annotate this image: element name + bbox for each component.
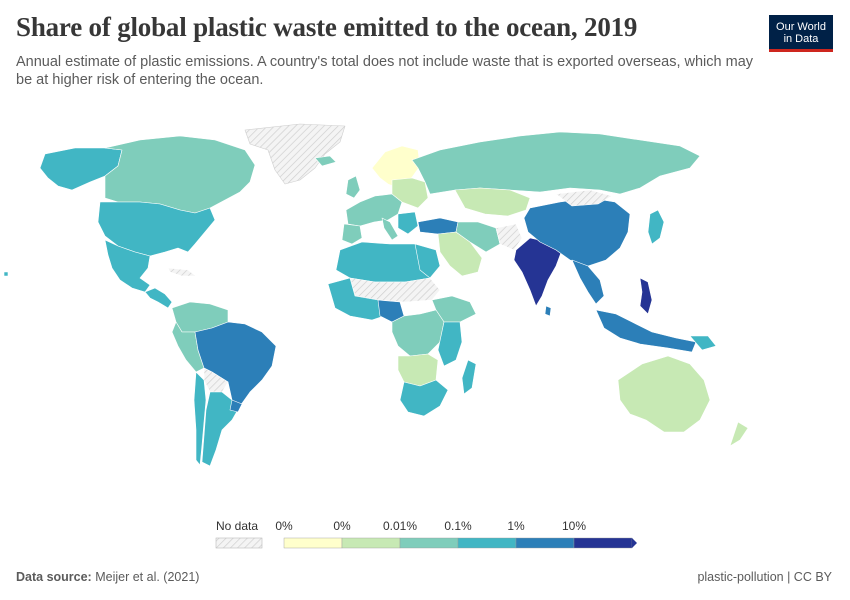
cuba[interactable] [167, 267, 197, 277]
logo-line-2: in Data [783, 33, 819, 45]
japan[interactable] [647, 209, 665, 245]
south-africa[interactable] [399, 379, 449, 417]
legend-tick-label-5: 10% [562, 519, 586, 533]
mongolia[interactable] [555, 189, 613, 207]
italy[interactable] [381, 217, 399, 241]
argentina[interactable] [201, 391, 241, 467]
indonesia[interactable] [595, 309, 697, 353]
sri-lanka[interactable] [544, 305, 552, 317]
footer-source: Data source: Meijer et al. (2021) [16, 570, 199, 584]
papua-new-guinea[interactable] [689, 335, 717, 351]
legend-tick-label-0: 0% [275, 519, 293, 533]
legend-tick-label-1: 0% [333, 519, 351, 533]
peru[interactable] [171, 321, 205, 373]
iceland[interactable] [314, 155, 337, 167]
legend-no-data-label: No data [216, 519, 258, 533]
southeast-asia[interactable] [571, 259, 605, 305]
new-zealand[interactable] [729, 421, 749, 447]
chart-title: Share of global plastic waste emitted to… [16, 12, 638, 42]
footer-slug[interactable]: plastic-pollution | CC BY [697, 570, 832, 584]
legend-bins: 0% 0% 0.01% 0.1% 1% 10% [275, 519, 633, 549]
source-label: Data source: [16, 570, 92, 584]
world-map[interactable] [0, 110, 850, 510]
scandinavia[interactable] [371, 145, 421, 189]
legend-arrow [632, 538, 637, 548]
chile[interactable] [193, 371, 207, 466]
uruguay[interactable] [229, 399, 243, 413]
greenland[interactable] [244, 123, 346, 185]
legend-swatch-3 [457, 537, 517, 549]
uk[interactable] [345, 175, 361, 199]
central-america[interactable] [144, 287, 173, 309]
iberia[interactable] [341, 223, 363, 245]
kazakhstan[interactable] [454, 187, 531, 217]
pakistan[interactable] [495, 223, 523, 251]
balkans[interactable] [397, 211, 419, 235]
usa[interactable] [97, 201, 216, 257]
source-text[interactable]: Meijer et al. (2021) [95, 570, 200, 584]
legend-tick-label-2: 0.01% [383, 519, 417, 533]
russia[interactable] [411, 131, 701, 195]
legend-tick-label-3: 0.1% [444, 519, 472, 533]
logo-line-1: Our World [776, 21, 826, 33]
philippines[interactable] [639, 277, 653, 315]
eastern-europe[interactable] [391, 177, 429, 209]
legend-no-data-swatch [215, 537, 263, 549]
legend-swatch-2 [399, 537, 459, 549]
iran[interactable] [455, 221, 501, 253]
hawaii[interactable] [3, 271, 9, 277]
legend-swatch-1 [341, 537, 401, 549]
chart-subtitle: Annual estimate of plastic emissions. A … [16, 54, 754, 88]
legend-swatch-0 [283, 537, 343, 549]
mexico[interactable] [104, 239, 151, 293]
egypt[interactable] [414, 243, 441, 279]
australia[interactable] [617, 355, 711, 433]
legend-swatch-5 [573, 537, 633, 549]
alaska[interactable] [39, 147, 123, 191]
legend-swatch-4 [515, 537, 575, 549]
owid-logo[interactable]: Our World in Data [769, 15, 833, 52]
east-africa[interactable] [437, 321, 463, 367]
legend-tick-label-4: 1% [507, 519, 525, 533]
madagascar[interactable] [461, 359, 477, 395]
